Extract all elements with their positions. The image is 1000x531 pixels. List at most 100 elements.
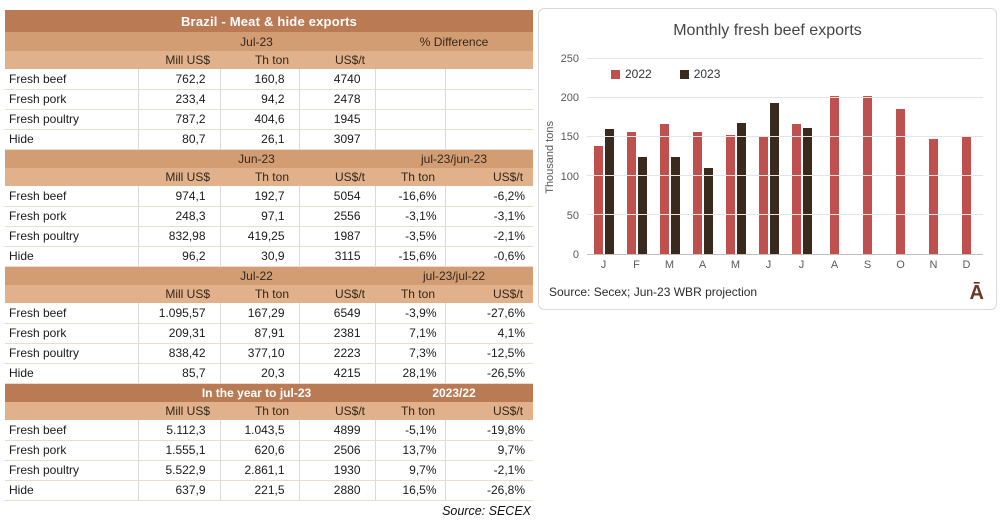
col-header: Th ton: [375, 285, 445, 303]
y-tick-label: 200: [560, 92, 579, 105]
cell-diff: 16,5%: [375, 480, 446, 501]
bar-group-1: [587, 59, 620, 254]
period-spacer-cell: [5, 149, 138, 168]
period-label: Jul-22: [138, 266, 375, 285]
col-header: Th ton: [220, 285, 299, 303]
cell-value: 1.095,57: [138, 303, 221, 324]
cell-value: 97,1: [220, 206, 300, 227]
gridline: [587, 97, 983, 98]
bar-2022-month-10: [896, 108, 905, 254]
row-label: Fresh pork: [5, 206, 139, 227]
table-row: Fresh beef 1.095,57 167,29 6549 -3,9% -27,6%: [5, 303, 534, 324]
col-header: US$/t: [445, 285, 534, 303]
legend-label-2022: 2022: [625, 67, 652, 81]
cell-value: 2381: [299, 323, 376, 344]
x-tick-label: J: [765, 259, 772, 271]
col-header: Mill US$: [138, 51, 220, 69]
y-axis-ticks: 0 50 100 150 200 250: [555, 53, 583, 261]
bar-2022-month-6: [758, 136, 768, 254]
row-label: Hide: [5, 129, 139, 150]
table-row: Fresh poultry 787,2 404,6 1945: [5, 109, 534, 130]
cell-value: 5054: [299, 186, 376, 207]
cell-value: 30,9: [220, 246, 300, 267]
col-header: Mill US$: [138, 402, 220, 420]
col-header: Th ton: [220, 51, 299, 69]
y-tick-label: 50: [566, 209, 579, 222]
cell-value: 4215: [299, 363, 376, 384]
bar-2022-month-3: [659, 123, 669, 254]
cell-diff: -15,6%: [375, 246, 446, 267]
cell-diff: -3,1%: [375, 206, 446, 227]
row-label: Fresh beef: [5, 420, 139, 441]
diff-label: jul-23/jun-23: [375, 149, 534, 168]
cell-diff: -3,1%: [445, 206, 534, 227]
x-tick-label: A: [830, 259, 839, 271]
bar-2023-month-5: [736, 122, 746, 254]
x-tick-label: S: [863, 259, 872, 271]
legend-item-2022: 2022: [611, 67, 652, 81]
col-header: US$/t: [299, 168, 375, 186]
cell-diff: -26,5%: [445, 363, 534, 384]
x-tick-label: D: [962, 259, 971, 271]
cell-value: 377,10: [220, 343, 300, 364]
bar-2022-month-7: [791, 123, 801, 254]
cell-diff: 13,7%: [375, 440, 446, 461]
cell-value: 5.112,3: [138, 420, 221, 441]
cell-diff: -16,6%: [375, 186, 446, 207]
cell-value: 248,3: [138, 206, 221, 227]
row-label: Fresh beef: [5, 303, 139, 324]
table-row: Fresh pork 1.555,1 620,6 2506 13,7% 9,7%: [5, 440, 534, 461]
cell-value: 20,3: [220, 363, 300, 384]
row-label: Fresh pork: [5, 89, 139, 110]
legend-swatch-2023: [679, 69, 689, 79]
bar-2022-month-2: [626, 131, 636, 254]
row-label: Fresh poultry: [5, 460, 139, 481]
period-row-1: Jun-23 jul-23/jun-23: [5, 149, 534, 168]
col-header: Th ton: [375, 402, 445, 420]
cell-value: 404,6: [220, 109, 300, 130]
bar-group-2: [620, 59, 653, 254]
period-spacer-cell: [5, 32, 138, 51]
cell-diff: -19,8%: [445, 420, 534, 441]
cell-diff: -0,6%: [445, 246, 534, 267]
cell-value: 620,6: [220, 440, 300, 461]
col-header: Th ton: [375, 168, 445, 186]
y-tick-label: 100: [560, 170, 579, 183]
bar-group-8: [818, 59, 851, 254]
colhdr-spacer-cell: [5, 402, 138, 420]
col-header: Th ton: [220, 168, 299, 186]
cell-value: 762,2: [138, 69, 221, 90]
bar-2022-month-4: [692, 132, 702, 254]
cell-value: 2506: [299, 440, 376, 461]
col-header: Mill US$: [138, 168, 220, 186]
row-label: Fresh pork: [5, 323, 139, 344]
bars-row: [587, 59, 983, 254]
bar-group-3: [653, 59, 686, 254]
bar-2023-month-7: [802, 128, 812, 254]
col-header: US$/t: [445, 402, 534, 420]
cell-value: 80,7: [138, 129, 221, 150]
cell-diff: 9,7%: [445, 440, 534, 461]
cell-value: 233,4: [138, 89, 221, 110]
table-row: Hide 85,7 20,3 4215 28,1% -26,5%: [5, 363, 534, 384]
table-row: Fresh beef 974,1 192,7 5054 -16,6% -6,2%: [5, 186, 534, 207]
cell-diff: -6,2%: [445, 186, 534, 207]
period-row-2: Jul-22 jul-23/jul-22: [5, 266, 534, 285]
period-spacer-cell: [5, 266, 138, 285]
period-label: Jun-23: [138, 149, 375, 168]
bar-group-4: [686, 59, 719, 254]
x-tick-label: J: [798, 259, 805, 271]
cell-diff: -2,1%: [445, 460, 534, 481]
cell-value: 3097: [299, 129, 376, 150]
cell-value: 787,2: [138, 109, 221, 130]
bar-group-11: [917, 59, 950, 254]
row-label: Fresh poultry: [5, 343, 139, 364]
exports-table-body: Brazil - Meat & hide exports Jul-23% Diff…: [5, 10, 534, 501]
cell-diff: -5,1%: [375, 420, 446, 441]
cell-diff: -3,5%: [375, 226, 446, 247]
bar-group-9: [851, 59, 884, 254]
cell-value: 6549: [299, 303, 376, 324]
chart-legend: 2022 2023: [611, 67, 720, 81]
cell-diff: 7,3%: [375, 343, 446, 364]
y-tick-label: 0: [572, 249, 579, 261]
